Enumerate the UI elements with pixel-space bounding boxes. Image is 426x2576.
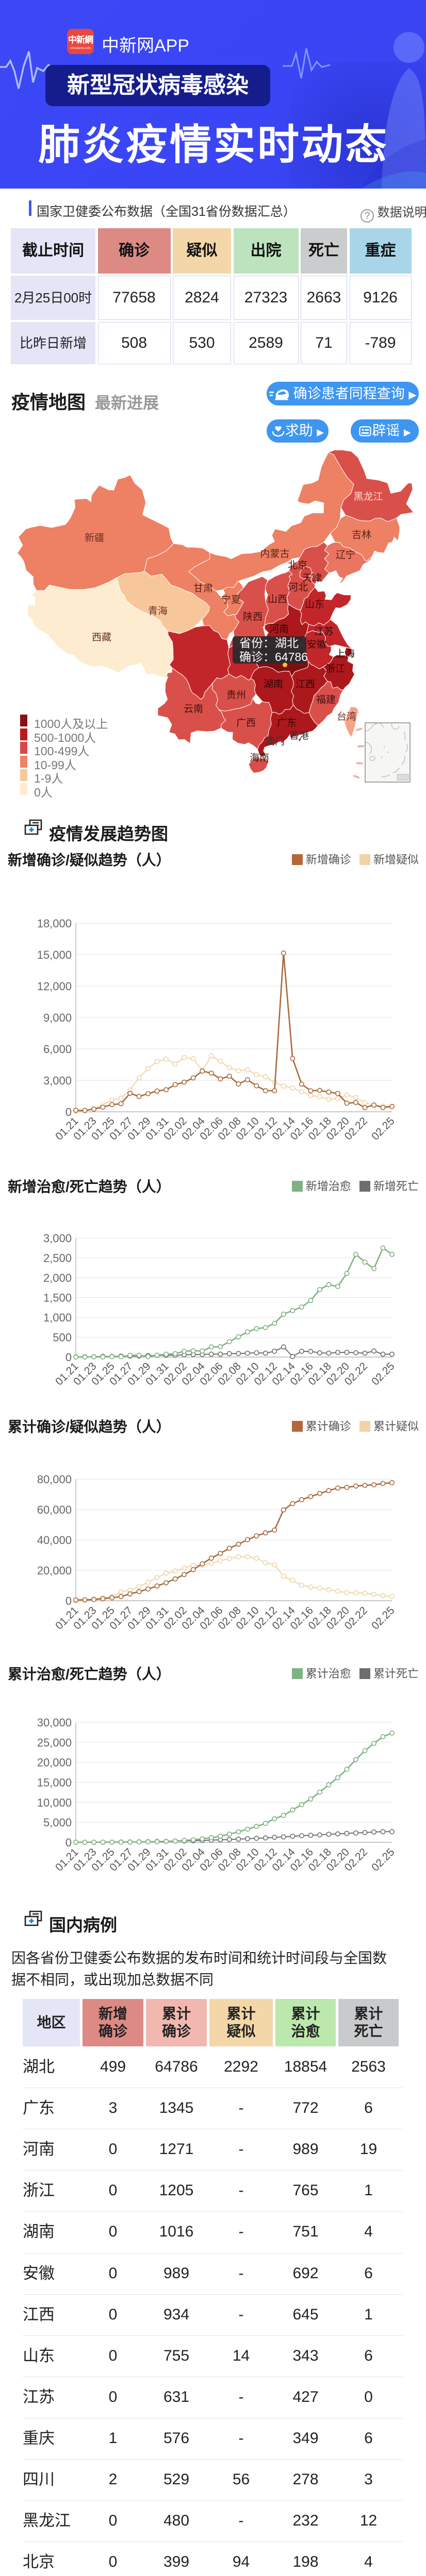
svg-text:0: 0 [65, 1351, 72, 1364]
svg-text:甘肃: 甘肃 [193, 583, 213, 594]
svg-text:15,000: 15,000 [37, 1776, 72, 1789]
svg-text:02.25: 02.25 [369, 1846, 397, 1873]
svg-text:陕西: 陕西 [243, 611, 263, 622]
svg-text:2,000: 2,000 [43, 1272, 72, 1284]
svg-text:1,000: 1,000 [43, 1311, 72, 1324]
svg-text:福建: 福建 [316, 694, 336, 705]
svg-text:江西: 江西 [296, 679, 315, 690]
svg-text:18,000: 18,000 [37, 917, 72, 930]
svg-text:内蒙古: 内蒙古 [260, 548, 289, 560]
svg-text:西藏: 西藏 [92, 632, 111, 643]
svg-text:500: 500 [53, 1331, 72, 1344]
svg-text:上海: 上海 [335, 648, 355, 659]
svg-text:天津: 天津 [302, 572, 322, 584]
svg-text:吉林: 吉林 [352, 529, 371, 540]
svg-text:80,000: 80,000 [37, 1473, 72, 1486]
svg-text:山东: 山东 [305, 599, 324, 610]
svg-text:6,000: 6,000 [43, 1043, 72, 1056]
svg-text:辽宁: 辽宁 [336, 549, 355, 561]
svg-text:湖南: 湖南 [264, 679, 283, 690]
svg-text:北京: 北京 [288, 560, 307, 571]
svg-text:25,000: 25,000 [37, 1736, 72, 1749]
svg-text:台湾: 台湾 [337, 711, 356, 722]
svg-text:02.25: 02.25 [369, 1604, 397, 1632]
svg-text:0: 0 [65, 1836, 72, 1849]
svg-text:广西: 广西 [236, 717, 256, 728]
svg-text:澳门: 澳门 [265, 736, 285, 747]
svg-text:香港: 香港 [289, 730, 309, 741]
svg-text:安徽: 安徽 [307, 639, 326, 650]
svg-text:贵州: 贵州 [226, 689, 246, 701]
svg-text:云南: 云南 [184, 703, 203, 715]
svg-text:河北: 河北 [288, 582, 308, 593]
svg-text:海南: 海南 [250, 752, 269, 764]
svg-text:3,000: 3,000 [43, 1074, 72, 1087]
svg-text:宁夏: 宁夏 [221, 594, 241, 605]
svg-text:1,500: 1,500 [43, 1292, 72, 1304]
svg-text:02.25: 02.25 [369, 1115, 397, 1142]
svg-text:0: 0 [65, 1595, 72, 1607]
svg-text:0: 0 [65, 1106, 72, 1118]
svg-text:20,000: 20,000 [37, 1564, 72, 1577]
svg-text:02.25: 02.25 [369, 1360, 397, 1387]
svg-text:30,000: 30,000 [37, 1716, 72, 1729]
svg-text:12,000: 12,000 [37, 980, 72, 993]
svg-text:青海: 青海 [148, 605, 168, 617]
svg-text:广东: 广东 [277, 717, 297, 728]
svg-text:黑龙江: 黑龙江 [353, 491, 383, 502]
svg-text:江苏: 江苏 [314, 626, 334, 637]
svg-text:20,000: 20,000 [37, 1756, 72, 1769]
svg-text:2,500: 2,500 [43, 1252, 72, 1265]
svg-text:山西: 山西 [268, 594, 287, 605]
svg-text:15,000: 15,000 [37, 948, 72, 961]
svg-text:河南: 河南 [269, 623, 289, 635]
svg-text:浙江: 浙江 [325, 663, 345, 674]
svg-text:5,000: 5,000 [43, 1816, 72, 1829]
svg-text:40,000: 40,000 [37, 1534, 72, 1547]
svg-text:9,000: 9,000 [43, 1011, 72, 1024]
svg-text:3,000: 3,000 [43, 1232, 72, 1245]
svg-text:新疆: 新疆 [85, 532, 104, 544]
svg-text:60,000: 60,000 [37, 1503, 72, 1516]
svg-text:10,000: 10,000 [37, 1796, 72, 1809]
